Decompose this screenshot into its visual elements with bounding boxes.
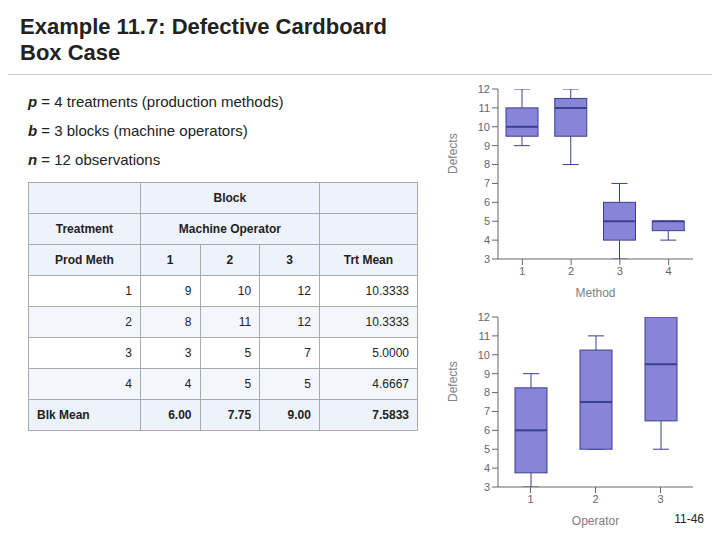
html-text:1: 1: [166, 253, 174, 267]
svg-text:3: 3: [617, 265, 623, 277]
html-text:b = 3 blocks (machine operator: b = 3 blocks (machine operators): [28, 122, 248, 139]
html-text:12: 12: [297, 284, 311, 298]
svg-text:8: 8: [484, 158, 490, 170]
html-text:5.0000: 5.0000: [372, 346, 409, 360]
html-text:10: 10: [237, 284, 252, 298]
svg-text:10: 10: [478, 121, 490, 133]
svg-text:12: 12: [478, 83, 490, 95]
svg-text:1: 1: [528, 493, 534, 505]
html-text:11-46: 11-46: [674, 512, 704, 526]
svg-text:3: 3: [484, 253, 490, 265]
svg-text:9: 9: [484, 140, 490, 152]
svg-text:7: 7: [484, 405, 490, 417]
svg-text:Defects: Defects: [447, 361, 461, 402]
html-text:9.00: 9.00: [287, 408, 311, 422]
html-text:5: 5: [304, 377, 311, 391]
html-text:7: 7: [304, 346, 311, 360]
svg-text:11: 11: [479, 102, 490, 114]
svg-text:3: 3: [484, 481, 490, 493]
html-text:Block: Block: [213, 191, 247, 205]
html-text:7.75: 7.75: [227, 408, 252, 422]
svg-text:5: 5: [484, 215, 490, 227]
svg-text:5: 5: [484, 443, 490, 455]
svg-text:6: 6: [484, 196, 490, 208]
html-text:Treatment: Treatment: [55, 222, 114, 236]
svg-text:Method: Method: [576, 286, 616, 300]
html-text:6.00: 6.00: [168, 408, 192, 422]
svg-text:4: 4: [484, 234, 490, 246]
svg-text:3: 3: [658, 493, 664, 505]
svg-text:1: 1: [520, 265, 526, 277]
svg-text:11: 11: [479, 330, 490, 342]
svg-text:8: 8: [484, 386, 490, 398]
html-text:11: 11: [238, 315, 252, 329]
html-text:Example 11.7: Defective Cardbo: Example 11.7: Defective Cardboard: [20, 14, 387, 39]
svg-text:4: 4: [666, 265, 672, 277]
html-text:p = 4 treatments (production m: p = 4 treatments (production methods): [28, 93, 284, 110]
svg-text:2: 2: [568, 265, 574, 277]
html-text:Box Case: Box Case: [20, 40, 121, 65]
html-text:4: 4: [125, 377, 132, 391]
svg-text:Operator: Operator: [572, 514, 619, 528]
html-text:12: 12: [297, 315, 311, 329]
svg-text:4: 4: [484, 462, 490, 474]
html-text:4: 4: [184, 377, 192, 391]
html-text:3: 3: [184, 346, 192, 360]
html-text:Blk Mean: Blk Mean: [37, 408, 90, 422]
html-text:2: 2: [226, 253, 234, 267]
html-text:3: 3: [286, 253, 293, 267]
html-text:Prod Meth: Prod Meth: [55, 253, 114, 267]
html-text:1: 1: [125, 284, 132, 298]
svg-text:12: 12: [478, 311, 490, 323]
html-text:10.3333: 10.3333: [365, 315, 409, 329]
html-text:7.5833: 7.5833: [372, 408, 409, 422]
html-text:9: 9: [184, 284, 192, 298]
svg-text:9: 9: [484, 368, 490, 380]
html-text:3: 3: [125, 346, 132, 360]
html-text:8: 8: [184, 315, 192, 329]
svg-text:2: 2: [593, 493, 599, 505]
html-text:10.3333: 10.3333: [365, 284, 409, 298]
html-text:5: 5: [244, 377, 252, 391]
html-text:2: 2: [125, 315, 132, 329]
svg-text:Defects: Defects: [447, 133, 461, 174]
svg-text:10: 10: [478, 349, 490, 361]
svg-text:7: 7: [484, 177, 490, 189]
html-text:Machine Operator: Machine Operator: [178, 222, 281, 236]
svg-text:6: 6: [484, 424, 490, 436]
html-text:n = 12 observations: n = 12 observations: [28, 151, 161, 168]
html-text:Trt Mean: Trt Mean: [343, 253, 394, 267]
html-text:5: 5: [244, 346, 252, 360]
html-text:4.6667: 4.6667: [372, 377, 409, 391]
